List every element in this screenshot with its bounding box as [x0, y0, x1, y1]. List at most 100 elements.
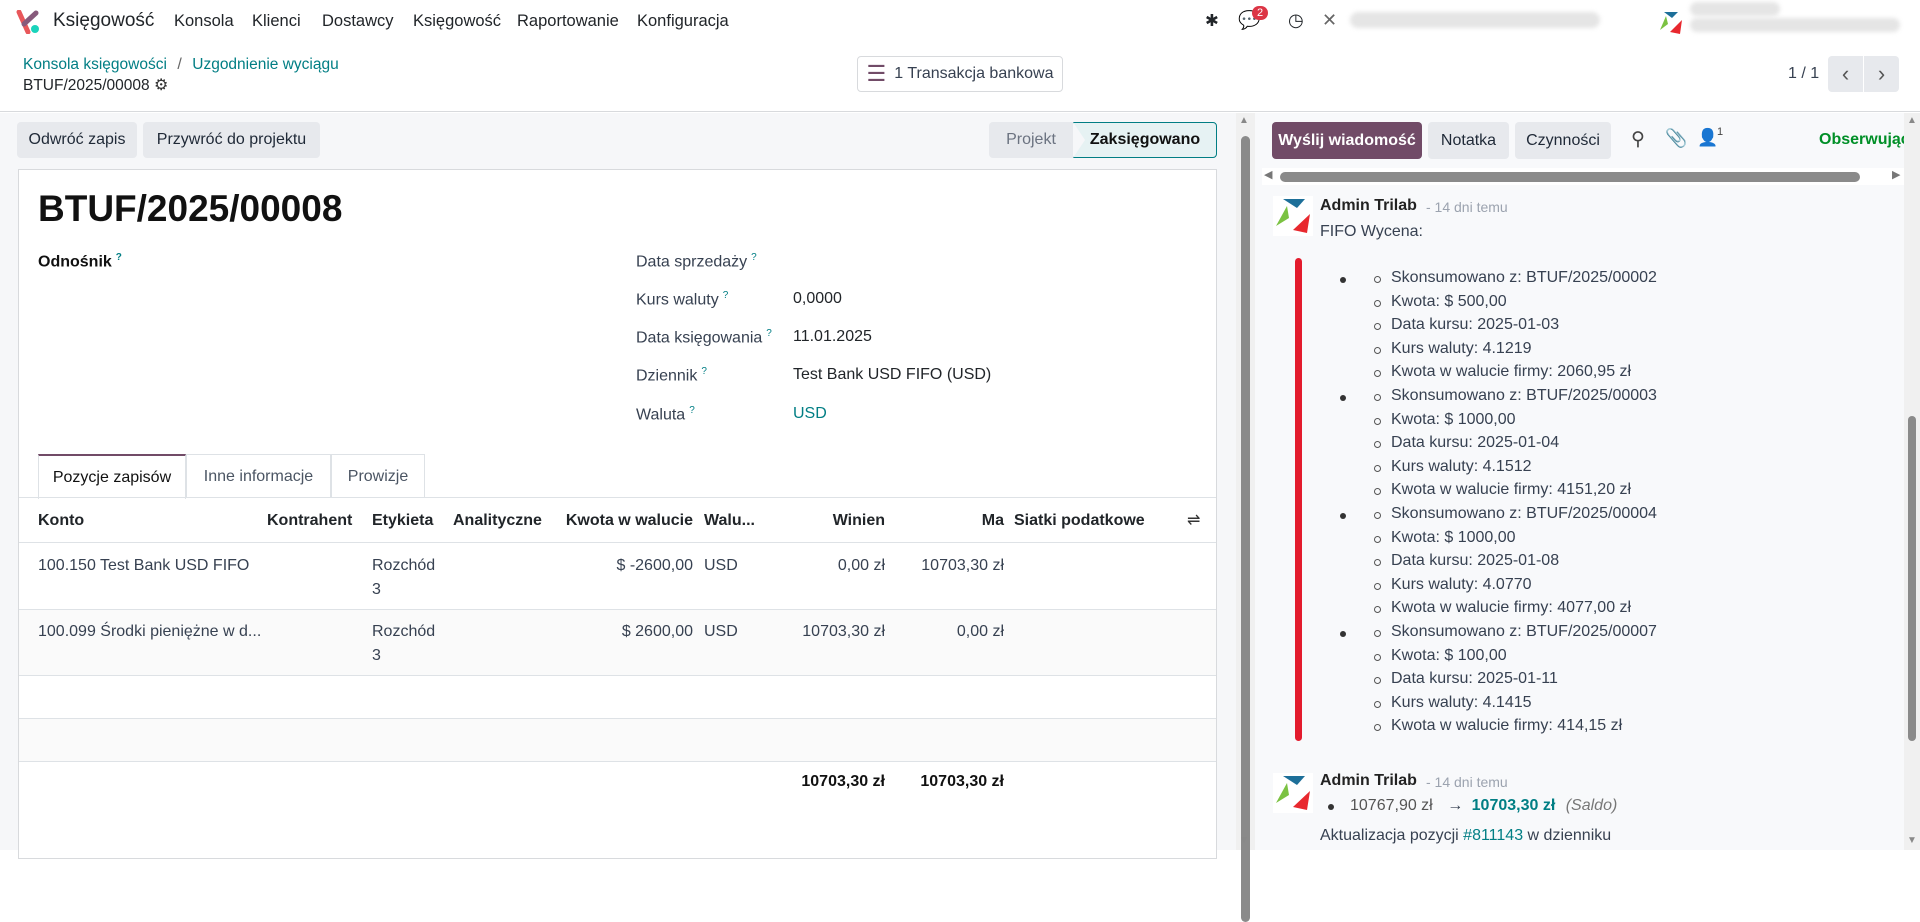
menu-dostawcy[interactable]: Dostawcy — [322, 12, 394, 30]
sub-bullet — [1374, 512, 1381, 519]
hscrollbar-thumb[interactable] — [1280, 172, 1860, 182]
message-author[interactable]: Admin Trilab — [1320, 772, 1417, 789]
fifo-line: Data kursu: 2025-01-04 — [1391, 434, 1560, 452]
breadcrumb-dashboard[interactable]: Konsola księgowości — [23, 56, 167, 73]
update-text-end: w dzienniku — [1523, 827, 1612, 844]
exchange-rate-value[interactable]: 0,0000 — [793, 290, 842, 307]
activity-clock-icon[interactable]: ◷ — [1288, 10, 1304, 30]
send-message-button[interactable]: Wyślij wiadomość — [1272, 122, 1422, 159]
search-icon[interactable]: ⚲ — [1631, 129, 1645, 150]
sub-bullet — [1374, 323, 1381, 331]
currency-value[interactable]: USD — [793, 405, 827, 422]
form-scrollbar[interactable]: ▲ ▼ — [1236, 113, 1255, 922]
sub-bullet — [1374, 299, 1381, 307]
tab-other-info[interactable]: Inne informacje — [186, 454, 331, 498]
author-avatar[interactable] — [1273, 773, 1313, 813]
sub-bullet — [1374, 630, 1381, 637]
fifo-line: Kurs waluty: 4.1512 — [1391, 457, 1532, 475]
sub-bullet — [1374, 417, 1381, 425]
menu-konfiguracja[interactable]: Konfiguracja — [637, 12, 729, 30]
optional-columns-icon[interactable]: ⇌ — [1187, 512, 1201, 529]
app-name[interactable]: Księgowość — [53, 10, 155, 31]
col-tax-grids[interactable]: Siatki podatkowe — [1014, 512, 1145, 529]
menu-klienci[interactable]: Klienci — [252, 12, 301, 30]
table-row[interactable] — [19, 610, 1216, 675]
sub-bullet — [1374, 370, 1381, 378]
pager-prev-button[interactable]: ‹ — [1828, 56, 1863, 92]
user-info-blurred — [1350, 12, 1600, 28]
row-amount-currency: $ -2600,00 — [616, 557, 693, 574]
empty-row — [19, 719, 1216, 761]
chatter-scrollbar-thumb[interactable] — [1908, 416, 1916, 741]
row-label[interactable]: Rozchód — [372, 623, 436, 640]
breadcrumb-reconciliation[interactable]: Uzgodnienie wyciągu — [192, 56, 339, 73]
bullet — [1328, 804, 1334, 810]
fifo-line: Data kursu: 2025-01-03 — [1391, 316, 1560, 334]
col-credit[interactable]: Ma — [981, 512, 1004, 529]
col-debit[interactable]: Winien — [832, 512, 885, 529]
pager-value: 1 / 1 — [1788, 65, 1820, 82]
log-note-button[interactable]: Notatka — [1428, 122, 1509, 159]
paperclip-icon[interactable]: 📎 — [1665, 128, 1688, 148]
sub-bullet — [1374, 346, 1381, 354]
sub-bullet — [1374, 653, 1381, 661]
debug-icon[interactable]: ✱ — [1205, 12, 1219, 30]
col-partner[interactable]: Kontrahent — [267, 512, 353, 529]
reset-to-draft-button[interactable]: Przywróć do projektu — [143, 122, 320, 158]
col-analytic[interactable]: Analityczne — [453, 512, 542, 529]
company-logo-icon[interactable] — [1656, 8, 1686, 38]
menu-raportowanie[interactable]: Raportowanie — [517, 12, 619, 30]
gear-icon[interactable]: ⚙ — [154, 77, 169, 94]
message-time: - 14 dni temu — [1426, 199, 1508, 215]
sub-bullet — [1374, 488, 1381, 496]
accounting-date-value[interactable]: 11.01.2025 — [793, 328, 872, 345]
control-panel: Konsola księgowości / Uzgodnienie wyciąg… — [0, 46, 1920, 112]
row-label[interactable]: Rozchód — [372, 557, 436, 574]
author-avatar[interactable] — [1273, 196, 1313, 236]
currency-label: Waluta? — [636, 405, 695, 424]
col-currency[interactable]: Walu... — [704, 512, 755, 529]
chatter-scrollbar[interactable]: ▲ ▼ — [1904, 113, 1920, 850]
chatter-panel — [1255, 113, 1920, 850]
list-icon: ☰ — [866, 61, 887, 86]
tab-commissions[interactable]: Prowizje — [331, 454, 425, 498]
update-message: Aktualizacja pozycji #811143 w dzienniku — [1320, 827, 1611, 845]
journal-item-link[interactable]: #811143 — [1463, 827, 1524, 844]
sub-bullet — [1374, 724, 1381, 732]
row-divider — [19, 761, 1216, 762]
row-debit: 10703,30 zł — [802, 623, 885, 640]
message-time: - 14 dni temu — [1426, 774, 1508, 790]
activities-button[interactable]: Czynności — [1515, 122, 1611, 159]
row-credit: 0,00 zł — [956, 623, 1004, 640]
following-button[interactable]: Obserwując — [1819, 131, 1905, 148]
messages-badge: 2 — [1252, 6, 1269, 20]
pager-next-button[interactable]: › — [1864, 56, 1899, 92]
sub-bullet — [1374, 700, 1381, 708]
form-scrollbar-thumb[interactable] — [1241, 136, 1250, 922]
row-account[interactable]: 100.099 Środki pieniężne w d... — [38, 623, 262, 640]
row-amount-currency: $ 2600,00 — [621, 623, 693, 640]
menu-konsola[interactable]: Konsola — [174, 12, 234, 30]
reverse-entry-button[interactable]: Odwróć zapis — [17, 122, 137, 158]
journal-value[interactable]: Test Bank USD FIFO (USD) — [793, 366, 992, 383]
message-author[interactable]: Admin Trilab — [1320, 197, 1417, 214]
followers-icon[interactable]: 👤 — [1697, 128, 1719, 147]
app-logo-icon[interactable] — [16, 10, 40, 34]
tab-journal-items[interactable]: Pozycje zapisów — [38, 454, 186, 499]
tools-icon[interactable]: ✕ — [1322, 10, 1338, 30]
record-name: BTUF/2025/00008 — [23, 77, 150, 94]
col-amount-currency[interactable]: Kwota w walucie — [565, 512, 693, 529]
fifo-line: Kwota w walucie firmy: 2060,95 zł — [1391, 363, 1632, 381]
col-account[interactable]: Konto — [38, 512, 85, 529]
status-posted[interactable]: Zaksięgowano — [1073, 122, 1217, 158]
status-draft[interactable]: Projekt — [989, 122, 1073, 158]
row-account[interactable]: 100.150 Test Bank USD FIFO — [38, 557, 250, 574]
fifo-line: Kwota w walucie firmy: 414,15 zł — [1391, 717, 1623, 735]
total-debit: 10703,30 zł — [801, 773, 885, 790]
chatter-hscrollbar[interactable]: ◀ ▶ — [1262, 168, 1906, 185]
col-label[interactable]: Etykieta — [372, 512, 434, 529]
row-currency: USD — [704, 623, 738, 640]
bank-transaction-button[interactable]: ☰ 1 Transakcja bankowa — [857, 56, 1063, 92]
menu-ksiegowosc[interactable]: Księgowość — [413, 12, 502, 30]
company-name-blurred — [1690, 18, 1900, 32]
